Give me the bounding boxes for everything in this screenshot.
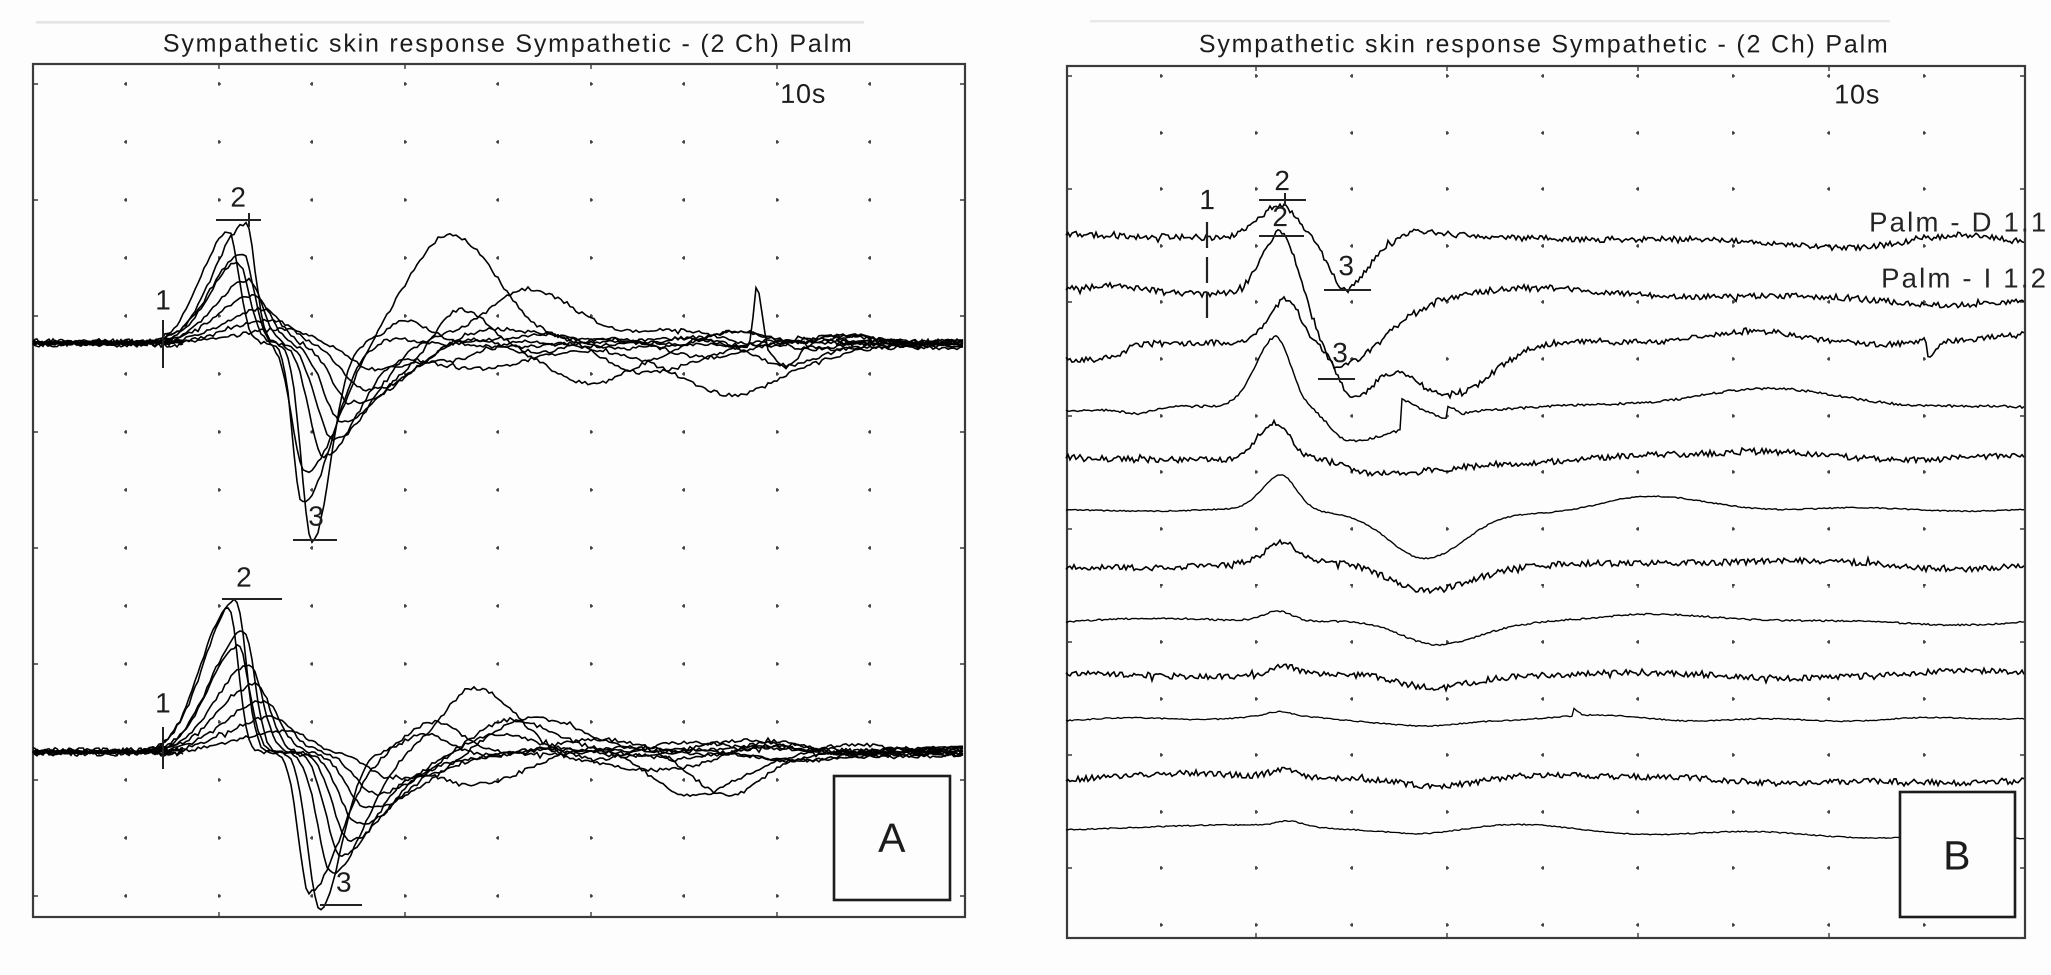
svg-text:Palm - D 1.1: Palm - D 1.1 (1869, 206, 2048, 237)
svg-text:A: A (878, 815, 906, 861)
svg-text:1: 1 (1199, 184, 1215, 215)
svg-text:Sympathetic skin response Symp: Sympathetic skin response Sympathetic - … (163, 30, 854, 58)
svg-text:Sympathetic skin response Symp: Sympathetic skin response Sympathetic - … (1199, 30, 1890, 58)
svg-text:3: 3 (336, 867, 352, 898)
svg-text:2: 2 (1274, 165, 1290, 196)
svg-text:3: 3 (1338, 250, 1354, 281)
svg-text:2: 2 (1272, 201, 1288, 232)
svg-text:1: 1 (155, 285, 171, 316)
svg-text:2: 2 (236, 562, 252, 593)
svg-text:10s: 10s (1834, 79, 1880, 109)
svg-text:3: 3 (308, 501, 324, 532)
svg-text:B: B (1943, 832, 1970, 878)
svg-text:3: 3 (1332, 337, 1348, 368)
svg-text:Palm - I 1.2: Palm - I 1.2 (1881, 262, 2048, 293)
svg-text:2: 2 (230, 182, 246, 213)
svg-text:10s: 10s (780, 79, 826, 109)
svg-text:1: 1 (155, 688, 171, 719)
